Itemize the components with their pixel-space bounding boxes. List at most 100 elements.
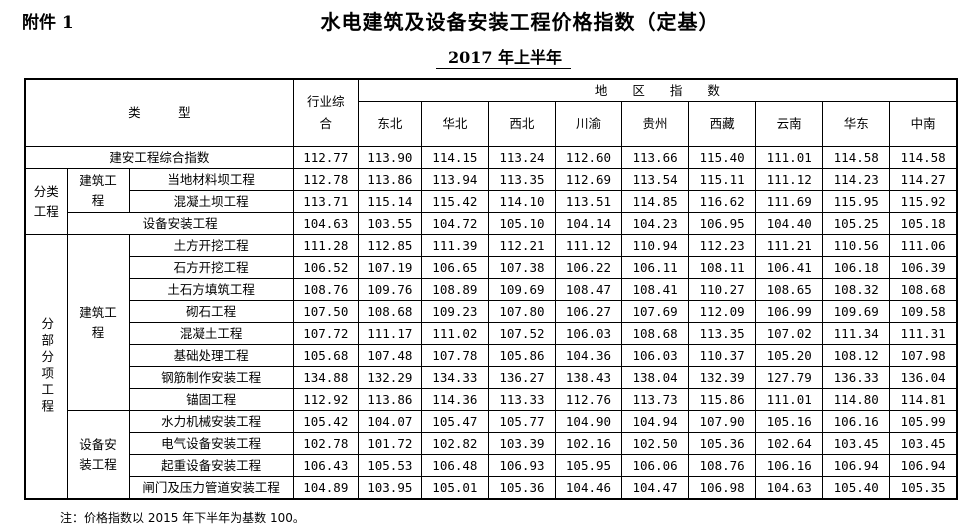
region-index-cell: 106.93 <box>487 454 556 477</box>
region-index-cell: 105.47 <box>420 410 489 433</box>
group-equipment: 设备安装工程 <box>66 410 130 500</box>
region-index-cell: 104.36 <box>554 344 623 367</box>
industry-index-cell: 104.63 <box>292 212 359 235</box>
region-index-cell: 132.29 <box>357 366 422 389</box>
region-index-cell: 106.41 <box>755 256 824 279</box>
region-index-cell: 104.40 <box>755 212 824 235</box>
table-row: 石方开挖工程 106.52 107.19 106.65 107.38 106.22 106.… <box>25 256 958 279</box>
table-row: 混凝土坝工程 113.71 115.14 115.42 114.10 113.51 114.… <box>25 190 958 213</box>
industry-index-cell: 104.89 <box>292 476 359 500</box>
row-label: 水力机械安装工程 <box>128 410 294 433</box>
industry-index-cell: 112.78 <box>292 168 359 191</box>
region-index-cell: 114.10 <box>487 190 556 213</box>
region-index-cell: 101.72 <box>357 432 422 455</box>
region-index-cell: 104.47 <box>621 476 690 500</box>
row-label: 钢筋制作安装工程 <box>128 366 294 389</box>
region-index-cell: 105.95 <box>554 454 623 477</box>
region-index-cell: 112.76 <box>554 388 623 411</box>
region-index-cell: 111.01 <box>755 146 824 169</box>
region-index-cell: 112.21 <box>487 234 556 257</box>
region-index-cell: 106.22 <box>554 256 623 279</box>
region-index-cell: 115.95 <box>822 190 891 213</box>
region-index-cell: 104.90 <box>554 410 623 433</box>
row-label: 闸门及压力管道安装工程 <box>128 476 294 500</box>
region-index-cell: 112.60 <box>554 146 623 169</box>
region-index-cell: 136.04 <box>889 366 958 389</box>
table-row: 土石方填筑工程 108.76 109.76 108.89 109.69 108.47 108… <box>25 278 958 301</box>
table-row: 闸门及压力管道安装工程 104.89 103.95 105.01 105.36 104.4… <box>25 476 958 500</box>
industry-index-cell: 108.76 <box>292 278 359 301</box>
group-civil: 建筑工程 <box>66 234 130 411</box>
industry-index-cell: 106.43 <box>292 454 359 477</box>
region-index-cell: 105.77 <box>487 410 556 433</box>
row-label: 混凝土工程 <box>128 322 294 345</box>
region-index-cell: 113.54 <box>621 168 690 191</box>
region-index-cell: 111.01 <box>755 388 824 411</box>
page-subtitle: 2017 年上半年 <box>447 48 563 67</box>
row-label: 电气设备安装工程 <box>128 432 294 455</box>
row-label: 土石方填筑工程 <box>128 278 294 301</box>
region-index-cell: 111.39 <box>420 234 489 257</box>
header-region-5: 西藏 <box>688 101 757 147</box>
region-index-cell: 115.14 <box>357 190 422 213</box>
subtitle-underline <box>436 68 571 69</box>
region-index-cell: 106.16 <box>822 410 891 433</box>
region-index-cell: 113.51 <box>554 190 623 213</box>
price-index-table: 类 型行业综合地 区 指 数东北 华北 西北 川渝 贵州 西藏 云南 华东 中南 建安工程综合指数… <box>24 78 958 500</box>
region-index-cell: 114.36 <box>420 388 489 411</box>
region-index-cell: 105.18 <box>889 212 958 235</box>
industry-index-cell: 113.71 <box>292 190 359 213</box>
region-index-cell: 106.95 <box>688 212 757 235</box>
region-index-cell: 105.36 <box>487 476 556 500</box>
region-index-cell: 104.94 <box>621 410 690 433</box>
region-index-cell: 109.69 <box>487 278 556 301</box>
industry-index-cell: 105.42 <box>292 410 359 433</box>
header-type: 类 型 <box>24 78 294 147</box>
row-label: 设备安装工程 <box>66 212 294 235</box>
region-index-cell: 111.06 <box>889 234 958 257</box>
table-row: 起重设备安装工程 106.43 105.53 106.48 106.93 105.95 10… <box>25 454 958 477</box>
region-index-cell: 113.24 <box>487 146 556 169</box>
region-index-cell: 111.31 <box>889 322 958 345</box>
row-label: 土方开挖工程 <box>128 234 294 257</box>
region-index-cell: 114.15 <box>420 146 489 169</box>
region-index-cell: 106.16 <box>755 454 824 477</box>
region-index-cell: 113.73 <box>621 388 690 411</box>
region-index-cell: 138.04 <box>621 366 690 389</box>
region-index-cell: 104.07 <box>357 410 422 433</box>
table-row: 建安工程综合指数 112.77 113.90 114.15 113.24 112.60 11… <box>24 146 958 169</box>
region-index-cell: 107.90 <box>688 410 757 433</box>
region-index-cell: 105.20 <box>755 344 824 367</box>
region-index-cell: 114.85 <box>621 190 690 213</box>
region-index-cell: 106.18 <box>822 256 891 279</box>
region-index-cell: 111.12 <box>755 168 824 191</box>
region-index-cell: 110.56 <box>822 234 891 257</box>
region-index-cell: 111.69 <box>755 190 824 213</box>
row-label: 当地材料坝工程 <box>128 168 294 191</box>
region-index-cell: 110.37 <box>688 344 757 367</box>
region-index-cell: 132.39 <box>688 366 757 389</box>
region-index-cell: 107.52 <box>487 322 556 345</box>
region-index-cell: 104.23 <box>621 212 690 235</box>
region-index-cell: 105.01 <box>420 476 489 500</box>
table-row: 设备安装工程 104.63 103.55 104.72 105.10 104.14 104.… <box>25 212 958 235</box>
row-label: 建安工程综合指数 <box>24 146 294 169</box>
region-index-cell: 106.94 <box>822 454 891 477</box>
region-index-cell: 102.50 <box>621 432 690 455</box>
region-index-cell: 108.32 <box>822 278 891 301</box>
region-index-cell: 115.92 <box>889 190 958 213</box>
region-index-cell: 113.33 <box>487 388 556 411</box>
region-index-cell: 102.64 <box>755 432 824 455</box>
region-index-cell: 103.45 <box>822 432 891 455</box>
row-label: 石方开挖工程 <box>128 256 294 279</box>
region-index-cell: 136.33 <box>822 366 891 389</box>
region-index-cell: 105.16 <box>755 410 824 433</box>
region-index-cell: 136.27 <box>487 366 556 389</box>
region-index-cell: 115.40 <box>688 146 757 169</box>
region-index-cell: 106.98 <box>688 476 757 500</box>
table-row: 分类工程 建筑工程 当地材料坝工程 112.78 113.86 113.94 113.35 1… <box>24 168 958 235</box>
region-index-cell: 108.12 <box>822 344 891 367</box>
region-index-cell: 106.48 <box>420 454 489 477</box>
region-index-cell: 134.33 <box>420 366 489 389</box>
region-index-cell: 106.39 <box>889 256 958 279</box>
